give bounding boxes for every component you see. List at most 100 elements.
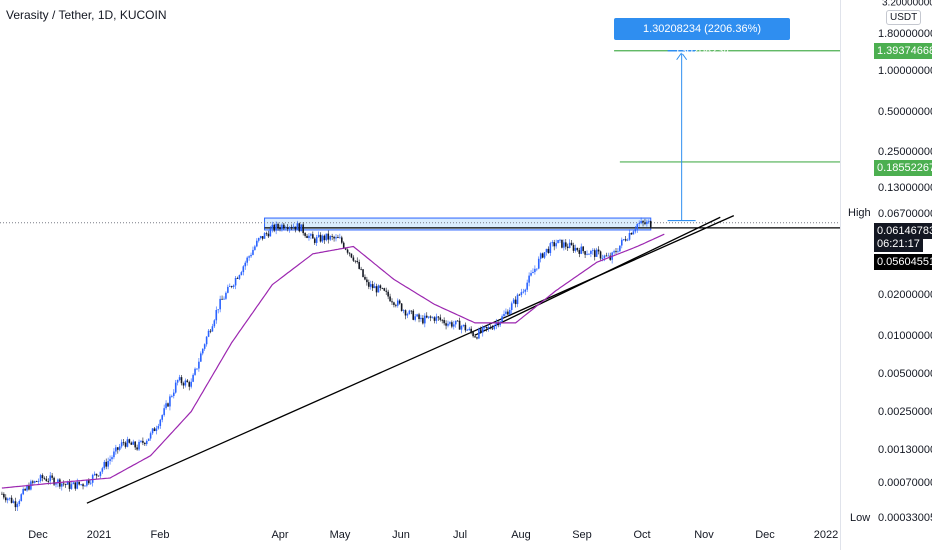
candle-body bbox=[375, 286, 378, 293]
candle-body bbox=[537, 258, 540, 269]
candle-body bbox=[91, 475, 94, 483]
candle-body bbox=[14, 501, 17, 508]
candle-body bbox=[427, 316, 430, 318]
candle-body bbox=[582, 246, 584, 252]
candle-body bbox=[385, 290, 388, 292]
price-axis-separator bbox=[840, 0, 841, 550]
candle-body bbox=[607, 255, 610, 257]
candle-body bbox=[580, 246, 583, 254]
candle-body bbox=[568, 242, 571, 249]
candle-body bbox=[348, 252, 351, 254]
candle-body bbox=[3, 493, 5, 498]
candle-body bbox=[630, 232, 633, 235]
candle-body bbox=[138, 441, 140, 450]
candle-body bbox=[501, 316, 503, 322]
candle-body bbox=[321, 235, 324, 242]
candle-body bbox=[16, 504, 19, 508]
candle-body bbox=[495, 322, 498, 326]
x-tick: 2022 bbox=[813, 529, 839, 541]
candle-body bbox=[586, 253, 588, 255]
candle-body bbox=[174, 382, 177, 393]
candle-body bbox=[613, 251, 615, 253]
candle-body bbox=[109, 459, 111, 462]
candle-body bbox=[549, 243, 552, 253]
candle-body bbox=[279, 227, 281, 230]
candle-body bbox=[592, 250, 594, 252]
candle-body bbox=[234, 278, 237, 286]
candle-body bbox=[120, 442, 123, 447]
currency-badge[interactable]: USDT bbox=[886, 10, 922, 25]
candle-body bbox=[130, 442, 133, 445]
candle-body bbox=[439, 317, 442, 320]
candle-body bbox=[377, 285, 380, 293]
measure-label[interactable]: 1.30208234 (2206.36%) 130208234 bbox=[614, 18, 790, 57]
candle-body bbox=[516, 294, 519, 305]
candle-body bbox=[468, 328, 471, 330]
y-tick: 1.80000000 bbox=[878, 28, 932, 40]
target-high-price-tag: 1.39374668 bbox=[874, 43, 932, 59]
candle-body bbox=[51, 475, 53, 478]
candle-body bbox=[487, 327, 490, 329]
y-tick: 0.50000000 bbox=[878, 106, 932, 118]
candle-body bbox=[292, 226, 295, 228]
candle-body bbox=[254, 246, 256, 250]
candle-body bbox=[541, 253, 544, 258]
candle-body bbox=[599, 251, 602, 259]
candle-body bbox=[53, 477, 55, 485]
candle-body bbox=[620, 239, 623, 246]
candle-body bbox=[605, 255, 608, 257]
candle-body bbox=[184, 380, 187, 386]
candle-body bbox=[429, 316, 432, 318]
candle-body bbox=[456, 320, 459, 322]
candle-body bbox=[163, 408, 165, 416]
candle-body bbox=[389, 296, 391, 302]
candle-body bbox=[566, 246, 569, 249]
candle-body bbox=[306, 235, 308, 239]
candle-body bbox=[302, 224, 304, 234]
candle-body bbox=[402, 310, 405, 312]
candle-body bbox=[422, 317, 424, 324]
candle-body bbox=[225, 292, 227, 299]
candle-body bbox=[601, 258, 604, 259]
candle-body bbox=[628, 232, 631, 240]
candle-body bbox=[200, 353, 202, 362]
candle-body bbox=[153, 428, 156, 432]
candle-body bbox=[350, 253, 353, 258]
candle-body bbox=[640, 220, 642, 224]
candle-body bbox=[192, 374, 194, 382]
candle-body bbox=[420, 317, 422, 320]
candle-body bbox=[364, 276, 366, 280]
candle-body bbox=[271, 224, 274, 229]
candle-body bbox=[576, 247, 579, 251]
candle-body bbox=[144, 442, 146, 445]
measure-arrow-head bbox=[676, 51, 688, 61]
candle-body bbox=[526, 282, 528, 290]
candle-body bbox=[337, 237, 339, 239]
high-label: High bbox=[848, 207, 871, 219]
candle-body bbox=[194, 368, 196, 375]
candle-body bbox=[161, 415, 164, 420]
candle-body bbox=[165, 403, 167, 409]
candle-body bbox=[190, 381, 192, 387]
candle-body bbox=[574, 247, 577, 251]
y-tick: 0.00500000 bbox=[878, 368, 932, 380]
candle-body bbox=[4, 497, 7, 501]
x-tick: Jul bbox=[452, 529, 468, 541]
candle-body bbox=[578, 250, 581, 254]
candle-body bbox=[172, 392, 175, 396]
candle-body bbox=[369, 284, 372, 287]
candle-body bbox=[649, 221, 652, 227]
candle-body bbox=[319, 234, 322, 242]
candle-body bbox=[626, 239, 629, 241]
candle-body bbox=[597, 249, 600, 252]
candle-body bbox=[95, 473, 98, 476]
candle-body bbox=[26, 485, 28, 491]
candle-body bbox=[167, 403, 169, 407]
candle-body bbox=[358, 261, 360, 269]
trend-line bbox=[474, 216, 721, 336]
candle-body bbox=[323, 235, 326, 241]
candle-body bbox=[522, 291, 525, 293]
candle-body bbox=[530, 273, 532, 276]
